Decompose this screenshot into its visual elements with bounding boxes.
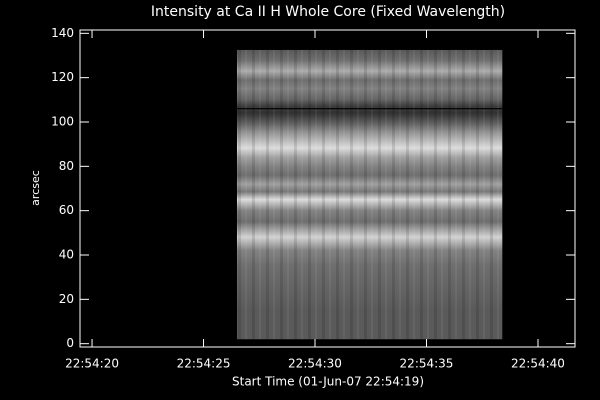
chart-title: Intensity at Ca II H Whole Core (Fixed W…	[151, 4, 505, 20]
x-tick-label: 22:54:20	[65, 357, 119, 371]
y-tick-label: 20	[59, 292, 74, 306]
x-axis-label: Start Time (01-Jun-07 22:54:19)	[232, 375, 424, 389]
x-tick-label: 22:54:30	[288, 357, 342, 371]
y-tick-label: 100	[51, 114, 74, 128]
y-axis-label: arcsec	[29, 170, 42, 206]
y-tick-label: 40	[59, 248, 74, 262]
y-tick-label: 80	[59, 159, 74, 173]
y-tick-label: 140	[51, 26, 74, 40]
x-tick-label: 22:54:25	[177, 357, 231, 371]
x-tick-label: 22:54:35	[400, 357, 454, 371]
image-texture	[236, 49, 503, 340]
x-tick-label: 22:54:40	[511, 357, 565, 371]
y-tick-label: 60	[59, 203, 74, 217]
y-tick-label: 120	[51, 70, 74, 84]
image-layer	[236, 49, 503, 340]
y-tick-label: 0	[66, 336, 74, 350]
plot-frame	[79, 29, 576, 348]
